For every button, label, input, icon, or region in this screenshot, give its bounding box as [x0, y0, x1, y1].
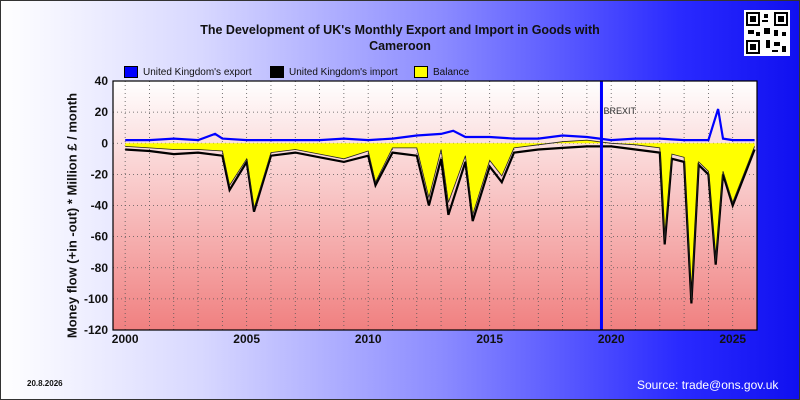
legend-item-export: United Kingdom's export	[124, 65, 252, 79]
y-tick-label-4: -40	[91, 199, 109, 213]
y-tick-label-3: -20	[91, 167, 109, 181]
y-tick-label-7: -100	[84, 292, 108, 306]
date-stamp: 20.8.2026	[27, 379, 63, 388]
legend-label-export: United Kingdom's export	[143, 66, 252, 78]
legend-swatch-import	[270, 66, 284, 78]
qr-code-icon	[744, 10, 790, 56]
x-tick-label-5: 2025	[719, 332, 746, 346]
legend-swatch-export	[124, 66, 138, 78]
y-axis-label: Money flow (+in -out) * Million £ / mont…	[64, 92, 80, 339]
y-tick-label-8: -120	[84, 323, 108, 337]
y-tick-label-2: 0	[101, 136, 108, 150]
legend-label-balance: Balance	[433, 66, 470, 78]
chart-title: The Development of UK's Monthly Export a…	[150, 22, 650, 54]
x-tick-label-3: 2015	[476, 332, 503, 346]
legend-item-import: United Kingdom's import	[270, 65, 398, 79]
y-tick-label-5: -60	[91, 230, 109, 244]
chart-title-line2: Cameroon	[369, 39, 431, 53]
y-tick-label-0: 40	[95, 74, 109, 88]
x-tick-label-0: 2000	[112, 332, 139, 346]
plot-border	[112, 80, 758, 331]
chart-title-line1: The Development of UK's Monthly Export a…	[200, 23, 600, 37]
y-tick-label-6: -80	[91, 261, 109, 275]
x-tick-label-4: 2020	[598, 332, 625, 346]
x-tick-label-1: 2005	[233, 332, 260, 346]
source-text: Source: trade@ons.gov.uk	[637, 378, 779, 392]
series-balance-line	[125, 139, 755, 301]
y-tick-label-1: 20	[95, 105, 109, 119]
brexit-label: BREXIT	[603, 106, 636, 116]
legend-swatch-balance	[414, 66, 428, 78]
legend-item-balance: Balance	[414, 65, 469, 79]
legend-label-import: United Kingdom's import	[289, 66, 398, 78]
series-export-line	[125, 108, 755, 142]
x-tick-label-2: 2010	[355, 332, 382, 346]
